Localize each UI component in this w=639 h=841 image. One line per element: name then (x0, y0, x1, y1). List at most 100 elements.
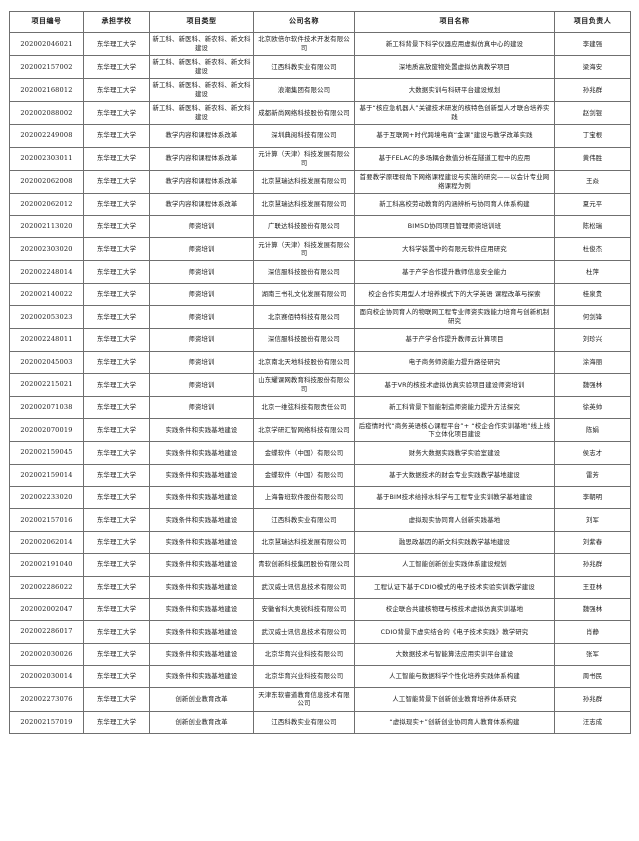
table-row: 202002248014 东华理工大学 师资培训 深信服科技股份有限公司 基于产学合作提… (9, 260, 631, 284)
cell-school: 东华理工大学 (83, 597, 150, 622)
cell-code: 202002030026 (9, 642, 84, 667)
cell-type: 师资培训 (149, 214, 254, 239)
cell-code: 202002215021 (9, 372, 84, 397)
cell-leader: 王亚林 (554, 575, 631, 599)
cell-company: 湖南三书礼文化发展有限公司 (253, 282, 355, 307)
cell-leader: 雷芳 (554, 463, 631, 488)
table-row: 202002286017 东华理工大学 实践条件和实践基地建设 武汉威士讯信息技术有限… (9, 620, 631, 644)
cell-company: 元计算（天津）科技发展有限公司 (253, 237, 355, 262)
table-row: 202002233020 东华理工大学 实践条件和实践基地建设 上海鲁班软件股份有限公… (9, 486, 631, 510)
cell-school: 东华理工大学 (83, 214, 150, 239)
table-header: 项目编号 承担学校 项目类型 公司名称 项目名称 项目负责人 (9, 10, 631, 34)
cell-leader: 周书民 (554, 665, 631, 689)
cell-name: 基于“核应急机器人”关键技术研发的核特色创新型人才联合培养实践 (354, 101, 555, 126)
table-row: 202002157016 东华理工大学 实践条件和实践基地建设 江西科教实业有限公司虚… (9, 508, 631, 532)
cell-leader: 黄伟胜 (554, 146, 631, 171)
cell-code: 202002157016 (9, 508, 84, 532)
cell-company: 北京赛佰特科技有限公司 (253, 305, 355, 330)
cell-name: 校企联合共建核物理与核技术虚拟仿真实训基地 (354, 597, 555, 622)
cell-school: 东华理工大学 (83, 237, 150, 262)
cell-code: 202002286017 (9, 620, 84, 644)
table-row: 202002273076 东华理工大学 创新创业教育改革 天津东软睿道教育信息技术有限… (9, 687, 631, 712)
cell-type: 师资培训 (149, 350, 254, 374)
cell-company: 浪潮集团有限公司 (253, 78, 355, 103)
table-row: 202002191040 东华理工大学 实践条件和实践基地建设 青软创新科技集团股份有… (9, 553, 631, 577)
cell-type: 创新创业教育改革 (149, 687, 254, 712)
cell-school: 东华理工大学 (83, 665, 150, 689)
cell-school: 东华理工大学 (83, 124, 150, 148)
cell-leader: 肖静 (554, 620, 631, 644)
cell-school: 东华理工大学 (83, 372, 150, 397)
cell-leader: 陈松瑞 (554, 214, 631, 239)
cell-name: 后疫情时代“商务英语核心课程平台”+ “校企合作实训基地”线上线下立体化项目建设 (354, 418, 555, 443)
cell-code: 202002071038 (9, 395, 84, 420)
cell-name: 人工智能背景下创新创业教育培养体系研究 (354, 687, 555, 712)
cell-company: 江西科教实业有限公司 (253, 55, 355, 80)
column-header-project-name: 项目名称 (354, 10, 555, 34)
cell-code: 202002062008 (9, 169, 84, 194)
cell-company: 武汉威士讯信息技术有限公司 (253, 620, 355, 644)
cell-school: 东华理工大学 (83, 328, 150, 352)
cell-name: 基于大数据技术的财会专业实践教学基地建设 (354, 463, 555, 488)
cell-code: 202002046021 (9, 32, 84, 57)
cell-type: 实践条件和实践基地建设 (149, 620, 254, 644)
cell-code: 202002159014 (9, 463, 84, 488)
cell-school: 东华理工大学 (83, 575, 150, 599)
cell-name: 新工科背景下智能制造师资能力提升方法探究 (354, 395, 555, 420)
cell-code: 202002303020 (9, 237, 84, 262)
table-row: 202002030026 东华理工大学 实践条件和实践基地建设 北京华育兴业科技有限公… (9, 642, 631, 667)
cell-school: 东华理工大学 (83, 350, 150, 374)
cell-school: 东华理工大学 (83, 101, 150, 126)
cell-leader: 孙兆群 (554, 78, 631, 103)
cell-type: 师资培训 (149, 372, 254, 397)
cell-school: 东华理工大学 (83, 530, 150, 555)
cell-company: 北京慧瑞达科技发展有限公司 (253, 192, 355, 216)
cell-school: 东华理工大学 (83, 260, 150, 284)
cell-school: 东华理工大学 (83, 553, 150, 577)
cell-type: 教学内容和课程体系改革 (149, 169, 254, 194)
cell-leader: 梁海安 (554, 55, 631, 80)
cell-company: 元计算（天津）科技发展有限公司 (253, 146, 355, 171)
table-row: 202002286022 东华理工大学 实践条件和实践基地建设 武汉威士讯信息技术有限… (9, 575, 631, 599)
cell-school: 东华理工大学 (83, 146, 150, 171)
cell-leader: 陈娟 (554, 418, 631, 443)
table-row: 202002157002 东华理工大学 新工科、新医科、新农科、新文科建设 江西科教实… (9, 55, 631, 80)
cell-company: 北京慧瑞达科技发展有限公司 (253, 169, 355, 194)
cell-type: 师资培训 (149, 282, 254, 307)
cell-type: 实践条件和实践基地建设 (149, 486, 254, 510)
table-row: 202002062008 东华理工大学 教学内容和课程体系改革 北京慧瑞达科技发展有限… (9, 169, 631, 194)
cell-type: 实践条件和实践基地建设 (149, 463, 254, 488)
cell-type: 教学内容和课程体系改革 (149, 124, 254, 148)
cell-code: 202002053023 (9, 305, 84, 330)
table-row: 202002070019 东华理工大学 实践条件和实践基地建设 北京学研汇智网络科技有… (9, 418, 631, 443)
cell-leader: 魏强林 (554, 372, 631, 397)
column-header-project-type: 项目类型 (149, 10, 254, 34)
cell-company: 北京南北天地科技股份有限公司 (253, 350, 355, 374)
cell-name: 面向校企协同育人的物联网工程专业师资实践能力培育与创新机制研究 (354, 305, 555, 330)
cell-name: 大数据技术与智能算法应用实训平台建设 (354, 642, 555, 667)
cell-code: 202002286022 (9, 575, 84, 599)
cell-school: 东华理工大学 (83, 418, 150, 443)
cell-type: 实践条件和实践基地建设 (149, 441, 254, 465)
cell-code: 202002088002 (9, 101, 84, 126)
cell-name: 基于互联网+时代跨境电商“金课”建设与教学改革实践 (354, 124, 555, 148)
cell-code: 202002062012 (9, 192, 84, 216)
cell-type: 实践条件和实践基地建设 (149, 575, 254, 599)
cell-name: 人工智能创新创业实践体系建设规划 (354, 553, 555, 577)
table-row: 202002157019 东华理工大学 创新创业教育改革 江西科教实业有限公司 “虚拟现… (9, 710, 631, 734)
cell-company: 武汉威士讯信息技术有限公司 (253, 575, 355, 599)
table-row: 202002159014 东华理工大学 实践条件和实践基地建设 金蝶软件（中国）有限公… (9, 463, 631, 488)
cell-type: 创新创业教育改革 (149, 710, 254, 734)
cell-type: 教学内容和课程体系改革 (149, 192, 254, 216)
cell-name: 大数据实训与科研平台建设规划 (354, 78, 555, 103)
cell-leader: 涂海丽 (554, 350, 631, 374)
cell-name: 基于FELAC的多场耦合数值分析在隧道工程中的应用 (354, 146, 555, 171)
cell-leader: 张军 (554, 642, 631, 667)
table-header-row: 项目编号 承担学校 项目类型 公司名称 项目名称 项目负责人 (9, 10, 631, 34)
cell-school: 东华理工大学 (83, 395, 150, 420)
table-row: 202002113020 东华理工大学 师资培训 广联达科技股份有限公司 BIM5D协同… (9, 214, 631, 239)
cell-name: BIM5D协同项目管理师资培训班 (354, 214, 555, 239)
table-row: 202002248011 东华理工大学 师资培训 深信服科技股份有限公司 基于产学合作提… (9, 328, 631, 352)
cell-name: 财务大数据实践教学实验室建设 (354, 441, 555, 465)
